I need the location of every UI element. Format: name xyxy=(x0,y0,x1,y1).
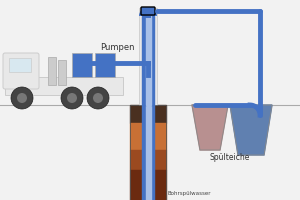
Bar xyxy=(58,60,66,85)
Bar xyxy=(130,170,166,200)
FancyBboxPatch shape xyxy=(3,53,39,89)
Circle shape xyxy=(17,93,27,103)
Bar xyxy=(130,105,166,200)
Text: Spülteiche: Spülteiche xyxy=(210,153,250,162)
Circle shape xyxy=(61,87,83,109)
Bar xyxy=(72,53,92,77)
Bar xyxy=(151,16,154,105)
Bar xyxy=(151,105,154,200)
Bar xyxy=(130,123,166,150)
Text: Pumpen: Pumpen xyxy=(100,43,134,52)
Bar xyxy=(95,53,115,77)
Bar xyxy=(142,105,146,200)
Bar xyxy=(146,16,151,105)
Circle shape xyxy=(67,93,77,103)
Bar xyxy=(139,8,157,105)
Bar xyxy=(130,105,166,123)
FancyBboxPatch shape xyxy=(141,7,155,15)
Circle shape xyxy=(11,87,33,109)
Bar xyxy=(5,77,123,95)
Polygon shape xyxy=(192,105,228,150)
Bar xyxy=(48,57,56,85)
Polygon shape xyxy=(230,105,272,155)
Bar xyxy=(145,10,151,18)
Bar xyxy=(146,105,151,200)
Bar xyxy=(9,58,31,72)
Bar xyxy=(130,150,166,170)
Circle shape xyxy=(93,93,103,103)
Wedge shape xyxy=(139,7,157,16)
Circle shape xyxy=(87,87,109,109)
Bar xyxy=(142,16,146,105)
Text: Bohrspülwasser: Bohrspülwasser xyxy=(168,191,212,196)
